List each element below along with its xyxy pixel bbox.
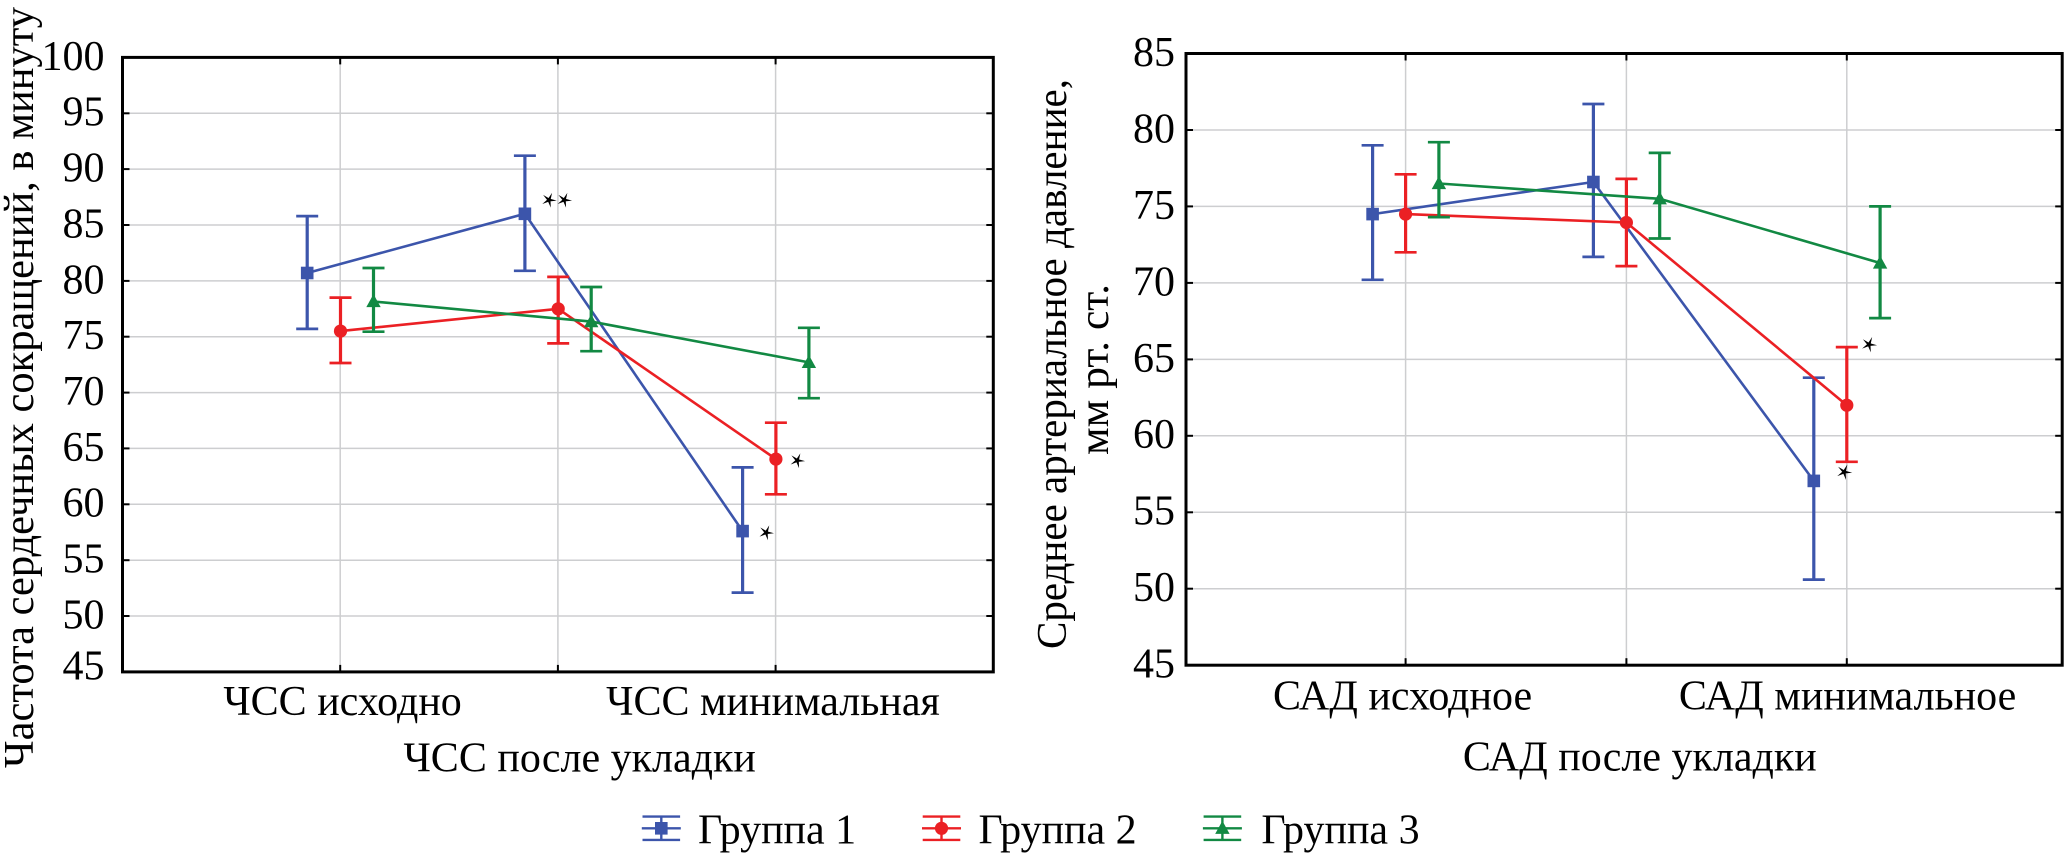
svg-text:САД исходное: САД исходное	[1273, 674, 1532, 720]
svg-text:75: 75	[63, 313, 105, 359]
svg-text:80: 80	[1133, 106, 1175, 152]
svg-text:ЧСС после укладки: ЧСС после укладки	[404, 735, 756, 781]
svg-text:75: 75	[1133, 183, 1175, 229]
svg-text:100: 100	[42, 34, 105, 80]
svg-text:70: 70	[1133, 259, 1175, 305]
svg-text:ЧСС исходно: ЧСС исходно	[223, 679, 461, 725]
svg-text:Среднее артериальное давление,: Среднее артериальное давление,	[1030, 79, 1076, 649]
svg-text:Частота сердечных сокращений,: Частота сердечных сокращений, в минуту	[0, 7, 43, 768]
svg-text:60: 60	[63, 481, 105, 527]
svg-text:90: 90	[63, 146, 105, 192]
svg-text:45: 45	[63, 644, 105, 690]
svg-text:САД минимальное: САД минимальное	[1679, 674, 2016, 720]
svg-text:65: 65	[63, 425, 105, 471]
svg-text:мм рт. ст.: мм рт. ст.	[1072, 284, 1118, 455]
svg-text:САД после укладки: САД после укладки	[1463, 735, 1817, 781]
svg-text:Группа 3: Группа 3	[1261, 808, 1419, 854]
svg-text:80: 80	[63, 257, 105, 303]
svg-text:55: 55	[1133, 489, 1175, 535]
svg-text:85: 85	[63, 201, 105, 247]
svg-text:70: 70	[63, 369, 105, 415]
svg-text:Группа 2: Группа 2	[979, 808, 1137, 854]
svg-text:55: 55	[63, 537, 105, 583]
svg-text:85: 85	[1133, 30, 1175, 76]
svg-text:ЧСС минимальная: ЧСС минимальная	[606, 679, 940, 725]
svg-text:50: 50	[63, 592, 105, 638]
svg-text:Группа 1: Группа 1	[698, 808, 856, 854]
svg-text:65: 65	[1133, 336, 1175, 382]
svg-text:50: 50	[1133, 565, 1175, 611]
svg-text:95: 95	[63, 90, 105, 136]
svg-text:45: 45	[1133, 642, 1175, 688]
svg-text:60: 60	[1133, 412, 1175, 458]
